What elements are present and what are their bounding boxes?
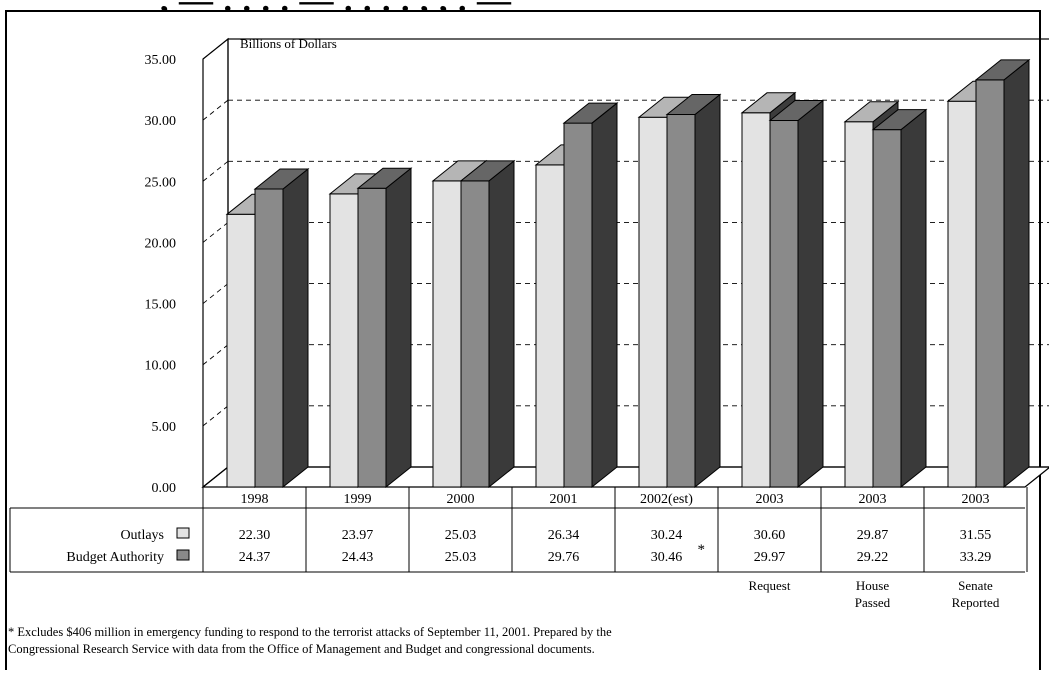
chart-frame (5, 10, 1041, 670)
bar-budget-authority (872, 129, 902, 488)
budget-authority-value: 25.03 (445, 550, 477, 565)
category-sublabel: House (856, 578, 889, 593)
bar-budget-authority-top (974, 59, 1031, 81)
category-sublabel: Request (749, 578, 791, 593)
bar-budget-authority-side (385, 167, 412, 489)
bar-outlays-top (740, 92, 797, 114)
bar-budget-authority-side (797, 99, 824, 489)
y-tick-label: 25.00 (145, 175, 177, 190)
category-sublabel: Passed (855, 595, 891, 610)
budget-authority-value: 29.76 (548, 550, 580, 565)
gridline-left (202, 222, 229, 243)
bar-budget-authority-side (591, 102, 618, 489)
y-tick-label: 15.00 (145, 298, 177, 313)
outlays-value: 23.97 (342, 528, 374, 543)
category-label: 2000 (447, 492, 475, 507)
bar-budget-authority-top (768, 100, 825, 122)
category-sublabel: Reported (952, 595, 1000, 610)
bar-budget-authority-side (488, 159, 515, 489)
bar-outlays (638, 116, 668, 488)
category-sublabel: Senate (958, 578, 993, 593)
bar-outlays-top (843, 101, 900, 123)
category-label: 2003 (859, 492, 887, 507)
legend-budget-authority-swatch (176, 549, 190, 561)
bar-budget-authority-side (694, 93, 721, 489)
bar-budget-authority-side (282, 167, 309, 489)
gridline-left (202, 99, 229, 121)
outlays-value: 25.03 (445, 528, 477, 543)
bar-budget-authority-side (900, 108, 927, 489)
title-fragment: , — . . . . — . . . . , , . — (160, 0, 780, 10)
outlays-value: 31.55 (960, 528, 992, 543)
gridline-left (202, 344, 229, 366)
budget-authority-value: 33.29 (960, 550, 992, 565)
outlays-value: 26.34 (548, 528, 580, 543)
bar-outlays (226, 213, 256, 488)
category-label: 2003 (962, 492, 990, 507)
bar-budget-authority (460, 180, 490, 488)
bar-budget-authority (563, 122, 593, 488)
budget-authority-value: 24.43 (342, 550, 374, 565)
bar-outlays (844, 121, 874, 488)
category-label: 1999 (344, 492, 372, 507)
budget-authority-value: 24.37 (239, 550, 271, 565)
y-tick-label: 10.00 (145, 359, 177, 374)
y-tick-label: 35.00 (145, 53, 177, 68)
y-axis-label: Billions of Dollars (240, 36, 337, 51)
chart-left-wall (202, 37, 229, 489)
footnote-line-2: Congressional Research Service with data… (8, 642, 595, 656)
bar-budget-authority-top (562, 102, 619, 124)
gridline-left (202, 405, 229, 427)
bar-budget-authority-side (1003, 58, 1030, 489)
bar-outlays (947, 100, 977, 488)
title-fragment-text: , — . . . . — . . . . , , . — (160, 0, 512, 10)
bar-outlays (329, 193, 359, 488)
footnote-line-1: * Excludes $406 million in emergency fun… (8, 625, 612, 639)
bar-budget-authority (357, 187, 387, 488)
outlays-value: 30.24 (651, 528, 683, 543)
bar-budget-authority-top (356, 167, 413, 189)
y-tick-label: 30.00 (145, 114, 177, 129)
asterisk-mark: * (698, 542, 706, 558)
bar-budget-authority-top (253, 168, 310, 190)
budget-authority-value: 30.46 (651, 550, 683, 565)
outlays-value: 30.60 (754, 528, 786, 543)
bar-budget-authority (975, 79, 1005, 488)
bar-outlays (432, 180, 462, 488)
y-tick-label: 20.00 (145, 236, 177, 251)
legend-outlays-swatch (176, 527, 190, 539)
category-label: 1998 (241, 492, 269, 507)
gridline-left (202, 160, 229, 182)
legend-outlays-label: Outlays (120, 528, 164, 543)
y-tick-label: 5.00 (152, 420, 177, 435)
bar-outlays (741, 112, 771, 488)
footnote: * Excludes $406 million in emergency fun… (8, 624, 1018, 658)
bar-budget-authority-top (459, 160, 516, 182)
legend-budget-authority-label: Budget Authority (66, 550, 164, 565)
bar-budget-authority (254, 188, 284, 488)
category-label: 2003 (756, 492, 784, 507)
bar-budget-authority-top (871, 109, 928, 131)
budget-authority-value: 29.97 (754, 550, 786, 565)
outlays-value: 29.87 (857, 528, 889, 543)
budget-authority-value: 29.22 (857, 550, 889, 565)
category-label: 2002(est) (640, 492, 693, 507)
bar-outlays (535, 164, 565, 488)
category-label: 2001 (550, 492, 578, 507)
outlays-value: 22.30 (239, 528, 271, 543)
gridline-left (202, 283, 229, 304)
bar-budget-authority (666, 114, 696, 488)
bar-budget-authority (769, 120, 799, 488)
y-tick-label: 0.00 (152, 481, 177, 496)
bar-budget-authority-top (665, 94, 722, 116)
